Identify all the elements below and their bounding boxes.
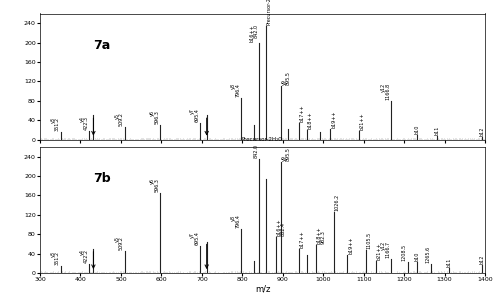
Text: b19++: b19++: [348, 236, 353, 254]
Text: b12: b12: [480, 126, 484, 136]
Text: b11: b11: [446, 258, 451, 267]
Text: y9
895.5: y9 895.5: [282, 71, 291, 85]
Text: b21++: b21++: [360, 112, 364, 130]
Text: y9
895.5: y9 895.5: [282, 147, 291, 160]
Text: y4
422.3: y4 422.3: [80, 116, 89, 130]
Text: b19++: b19++: [331, 110, 336, 128]
Text: b10: b10: [414, 124, 420, 134]
Text: y8
796.4: y8 796.4: [231, 83, 240, 97]
Text: 1105.5: 1105.5: [366, 232, 372, 249]
Text: b11: b11: [435, 125, 440, 135]
Text: b12: b12: [480, 255, 485, 264]
Text: b17++: b17++: [300, 230, 304, 248]
Text: Precursor-2H₂O: Precursor-2H₂O: [266, 0, 272, 25]
Text: y8
796.4: y8 796.4: [231, 214, 240, 228]
Text: y3
351.2: y3 351.2: [50, 117, 60, 131]
Text: b18++
982.3: b18++ 982.3: [316, 226, 326, 244]
Text: y12
1166.7: y12 1166.7: [380, 241, 390, 259]
Text: y7
695.4: y7 695.4: [190, 108, 200, 122]
Text: 1208.5: 1208.5: [402, 244, 407, 261]
Text: b16++
882.4: b16++ 882.4: [276, 218, 285, 236]
X-axis label: m/z: m/z: [255, 285, 270, 294]
Text: 842.0: 842.0: [254, 144, 258, 158]
Text: Precursor-2H₂O: Precursor-2H₂O: [242, 137, 283, 142]
Text: y5
509.2: y5 509.2: [114, 236, 124, 250]
Text: 7a: 7a: [94, 39, 110, 52]
Text: b21++: b21++: [376, 242, 382, 260]
Text: y12
1166.8: y12 1166.8: [380, 82, 390, 100]
Text: y3
351.2: y3 351.2: [50, 251, 60, 265]
Text: 1026.2: 1026.2: [334, 194, 340, 212]
Text: b10: b10: [414, 252, 420, 261]
Text: y7
695.4: y7 695.4: [190, 232, 200, 245]
Text: b17++: b17++: [300, 104, 304, 122]
Text: y6
596.3: y6 596.3: [150, 110, 160, 124]
Text: y6
596.3: y6 596.3: [150, 178, 160, 192]
Text: b16++
842.0: b16++ 842.0: [250, 24, 258, 42]
Text: 7b: 7b: [94, 172, 111, 185]
Text: 1265.6: 1265.6: [425, 246, 430, 263]
Text: y5
509.2: y5 509.2: [114, 112, 124, 126]
Text: y4
422.2: y4 422.2: [80, 249, 89, 263]
Text: b18++: b18++: [308, 111, 312, 129]
